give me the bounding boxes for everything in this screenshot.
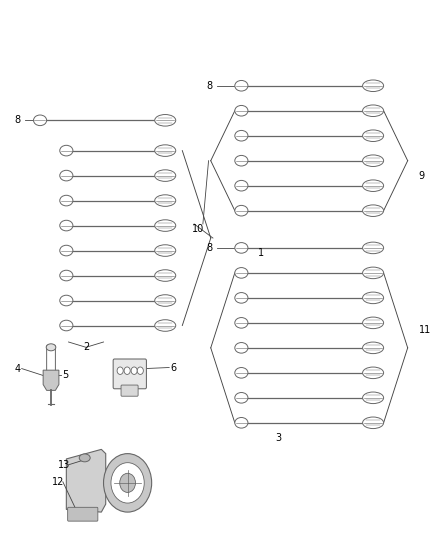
Circle shape [131,367,137,374]
FancyBboxPatch shape [46,345,55,376]
Ellipse shape [362,180,383,191]
Text: 10: 10 [192,224,204,235]
Ellipse shape [234,268,247,278]
Circle shape [124,367,130,374]
Ellipse shape [154,145,175,156]
Ellipse shape [154,320,175,332]
FancyBboxPatch shape [67,507,98,521]
Polygon shape [66,449,106,512]
Ellipse shape [154,220,175,231]
Ellipse shape [234,293,247,303]
Ellipse shape [154,270,175,281]
Circle shape [120,473,135,492]
Ellipse shape [362,367,383,378]
Ellipse shape [154,245,175,256]
Ellipse shape [33,115,46,126]
Ellipse shape [234,318,247,328]
Ellipse shape [60,171,73,181]
Text: 11: 11 [418,325,430,335]
Circle shape [103,454,151,512]
Ellipse shape [154,195,175,206]
Ellipse shape [362,105,383,117]
Text: 12: 12 [52,477,64,487]
Ellipse shape [60,320,73,331]
FancyBboxPatch shape [113,359,146,389]
Ellipse shape [234,417,247,428]
Ellipse shape [234,343,247,353]
Ellipse shape [60,220,73,231]
Ellipse shape [362,317,383,329]
Circle shape [117,367,123,374]
Ellipse shape [154,115,175,126]
Ellipse shape [234,243,247,253]
Text: 3: 3 [275,433,281,443]
Ellipse shape [362,80,383,92]
Ellipse shape [362,342,383,353]
Ellipse shape [362,130,383,141]
Ellipse shape [234,392,247,403]
Polygon shape [43,370,59,390]
Text: 5: 5 [62,370,68,381]
Ellipse shape [234,106,247,116]
Text: 2: 2 [83,342,89,352]
Ellipse shape [234,80,247,91]
Text: 4: 4 [14,364,20,374]
Text: 9: 9 [418,171,424,181]
Ellipse shape [79,454,90,462]
Ellipse shape [46,344,56,351]
Circle shape [111,463,144,503]
Text: 8: 8 [206,81,212,91]
Ellipse shape [60,146,73,156]
Ellipse shape [234,156,247,166]
Ellipse shape [362,392,383,403]
Ellipse shape [60,195,73,206]
Text: 1: 1 [258,248,264,258]
Ellipse shape [234,131,247,141]
Ellipse shape [154,295,175,306]
Ellipse shape [234,205,247,216]
Ellipse shape [234,368,247,378]
Ellipse shape [362,242,383,254]
Text: 6: 6 [170,362,176,373]
Ellipse shape [362,417,383,429]
Ellipse shape [60,270,73,281]
FancyBboxPatch shape [121,385,138,396]
Ellipse shape [234,180,247,191]
Ellipse shape [60,245,73,256]
Text: 8: 8 [206,243,212,253]
Ellipse shape [362,267,383,279]
Ellipse shape [154,170,175,181]
Ellipse shape [362,155,383,166]
Circle shape [137,367,143,374]
Ellipse shape [362,205,383,216]
Ellipse shape [60,295,73,306]
Text: 13: 13 [58,460,70,470]
Ellipse shape [362,292,383,304]
Text: 8: 8 [14,115,20,125]
